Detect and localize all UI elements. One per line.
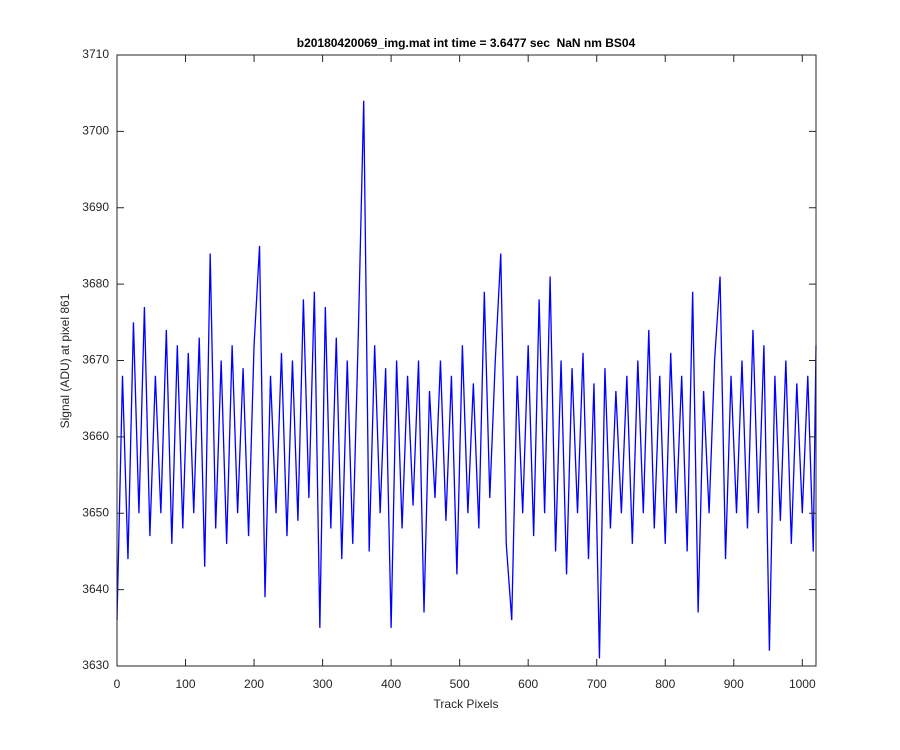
chart-title: b20180420069_img.mat int time = 3.6477 s… — [297, 36, 636, 50]
data-line — [116, 100, 817, 659]
y-tick-label: 3660 — [82, 429, 109, 443]
x-axis-label: Track Pixels — [434, 697, 499, 711]
x-tick-label: 1000 — [789, 677, 816, 691]
x-tick-label: 200 — [244, 677, 264, 691]
y-axis-label: Signal (ADU) at pixel 861 — [58, 293, 72, 428]
x-tick-label: 300 — [313, 677, 333, 691]
y-tick-label: 3650 — [82, 505, 109, 519]
y-tick-label: 3680 — [82, 276, 109, 290]
x-tick-label: 400 — [381, 677, 401, 691]
plot-frame — [116, 54, 817, 667]
x-tick-label: 0 — [114, 677, 121, 691]
x-tick-label: 900 — [724, 677, 744, 691]
y-tick-label: 3700 — [82, 124, 109, 138]
y-tick-label: 3640 — [82, 582, 109, 596]
x-tick-label: 700 — [587, 677, 607, 691]
x-tick-label: 500 — [450, 677, 470, 691]
x-tick-label: 600 — [518, 677, 538, 691]
y-tick-label: 3710 — [82, 47, 109, 61]
y-tick-label: 3630 — [82, 658, 109, 672]
y-tick-label: 3670 — [82, 353, 109, 367]
y-tick-label: 3690 — [82, 200, 109, 214]
x-tick-label: 100 — [176, 677, 196, 691]
x-tick-label: 800 — [655, 677, 675, 691]
